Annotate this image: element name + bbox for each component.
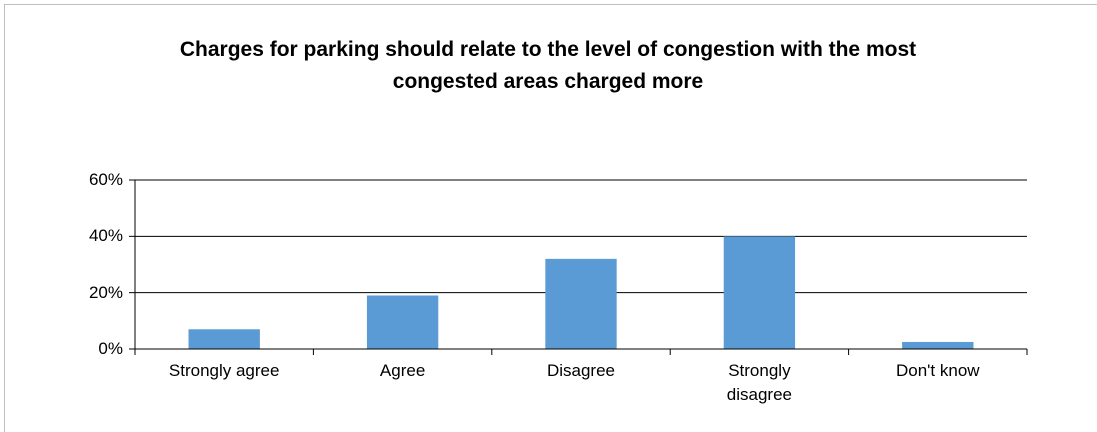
bar bbox=[902, 341, 974, 349]
x-tick-label: Disagree bbox=[546, 361, 616, 380]
y-tick-label: 60% bbox=[88, 170, 123, 189]
bar bbox=[188, 329, 260, 349]
x-tick-label: Agree bbox=[379, 361, 426, 380]
x-tick-label: Strongly agree bbox=[168, 361, 280, 380]
y-tick-label: 0% bbox=[98, 339, 123, 358]
chart-border bbox=[4, 4, 1097, 432]
x-tick-label: Don't know bbox=[896, 361, 980, 380]
bar bbox=[545, 258, 617, 349]
y-tick-label: 40% bbox=[88, 226, 123, 246]
chart-title: Charges for parking should relate to the… bbox=[179, 38, 917, 93]
x-tick-label: Strongly disagree bbox=[726, 361, 792, 404]
bar bbox=[723, 236, 796, 349]
bar bbox=[366, 295, 439, 349]
y-tick-label: 20% bbox=[88, 282, 123, 302]
